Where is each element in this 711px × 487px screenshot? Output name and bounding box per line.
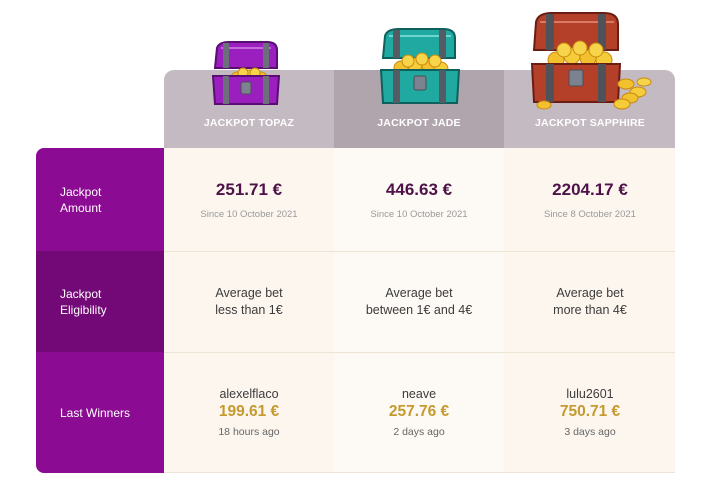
- eligibility-text: Average bet less than 1€: [215, 285, 282, 319]
- cell-amount-topaz: 251.71 € Since 10 October 2021: [164, 148, 334, 251]
- eligibility-line: Average bet: [215, 286, 283, 300]
- row-divider: [164, 472, 675, 473]
- eligibility-line: less than 1€: [215, 303, 283, 317]
- winner-time: 18 hours ago: [218, 426, 280, 438]
- row-label-line: Jackpot: [60, 184, 102, 199]
- header-label: JACKPOT SAPPHIRE: [535, 117, 645, 129]
- eligibility-line: Average bet: [556, 286, 624, 300]
- header-jackpot-topaz: JACKPOT TOPAZ: [164, 70, 334, 148]
- jackpot-amount: 446.63 €: [385, 179, 453, 199]
- row-label-winners: Last Winners: [36, 352, 164, 473]
- cell-eligibility-jade: Average bet between 1€ and 4€: [334, 252, 504, 352]
- cell-winner-sapphire: lulu2601 750.71 € 3 days ago: [505, 353, 675, 472]
- eligibility-line: between 1€ and 4€: [365, 303, 473, 317]
- row-label-line: Jackpot: [60, 286, 102, 301]
- eligibility-text: Average bet more than 4€: [553, 285, 627, 319]
- row-labels-panel: Jackpot Amount Jackpot Eligibility Last …: [36, 148, 164, 473]
- cell-amount-sapphire: 2204.17 € Since 8 October 2021: [505, 148, 675, 251]
- row-label-amount: Jackpot Amount: [36, 148, 164, 251]
- treasure-chest-icon: [530, 12, 652, 110]
- cell-winner-topaz: alexelflaco 199.61 € 18 hours ago: [164, 353, 334, 472]
- header-label: JACKPOT JADE: [377, 117, 461, 129]
- cell-eligibility-sapphire: Average bet more than 4€: [505, 252, 675, 352]
- eligibility-line: Average bet: [385, 286, 453, 300]
- row-label-line: Last Winners: [60, 405, 131, 420]
- winner-amount: 750.71 €: [559, 403, 621, 420]
- since-date: Since 8 October 2021: [544, 208, 636, 220]
- since-date: Since 10 October 2021: [200, 208, 298, 220]
- header-label: JACKPOT TOPAZ: [203, 117, 295, 129]
- cell-eligibility-topaz: Average bet less than 1€: [164, 252, 334, 352]
- since-date: Since 10 October 2021: [370, 208, 468, 220]
- winner-time: 2 days ago: [393, 426, 445, 438]
- winner-name: lulu2601: [566, 387, 614, 401]
- row-divider: [164, 251, 675, 252]
- winner-time: 3 days ago: [564, 426, 616, 438]
- winner-amount: 257.76 €: [388, 403, 450, 420]
- treasure-chest-icon: [379, 28, 461, 104]
- treasure-chest-icon: [211, 41, 281, 105]
- row-label-line: Eligibility: [60, 302, 107, 317]
- cell-amount-jade: 446.63 € Since 10 October 2021: [334, 148, 504, 251]
- row-label-line: Amount: [60, 200, 102, 215]
- winner-name: alexelflaco: [219, 387, 279, 401]
- eligibility-text: Average bet between 1€ and 4€: [366, 285, 472, 319]
- row-label-eligibility: Jackpot Eligibility: [36, 251, 164, 352]
- cell-winner-jade: neave 257.76 € 2 days ago: [334, 353, 504, 472]
- winner-name: neave: [401, 387, 437, 401]
- jackpot-amount: 251.71 €: [215, 179, 283, 199]
- header-jackpot-sapphire: JACKPOT SAPPHIRE: [505, 70, 675, 148]
- row-divider: [164, 352, 675, 353]
- jackpot-amount: 2204.17 €: [552, 179, 628, 199]
- eligibility-line: more than 4€: [553, 303, 627, 317]
- winner-amount: 199.61 €: [218, 403, 280, 420]
